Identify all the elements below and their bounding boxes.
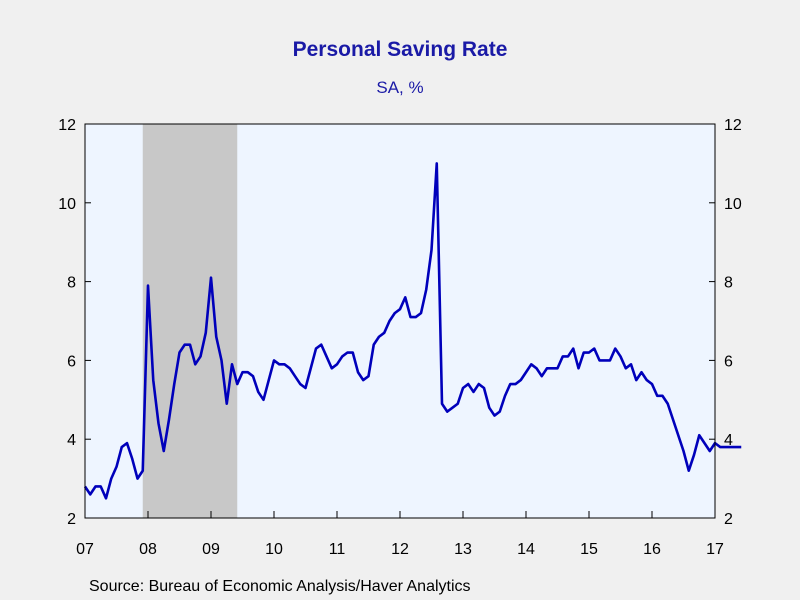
plot-frame	[84, 123, 716, 519]
x-tick-label: 12	[391, 541, 409, 558]
y-tick-label-left: 10	[58, 196, 76, 213]
y-tick-label-left: 4	[67, 432, 76, 449]
x-tick-label: 08	[139, 541, 157, 558]
chart-subtitle: SA, %	[376, 78, 424, 97]
x-tick-label: 10	[265, 541, 283, 558]
x-tick-label: 15	[580, 541, 598, 558]
y-tick-label-right: 8	[724, 275, 733, 292]
series-line	[83, 162, 742, 500]
recession-shading	[142, 124, 238, 518]
y-tick-label-right: 4	[724, 432, 733, 449]
y-tick-label-left: 6	[67, 353, 76, 370]
y-tick-label-left: 8	[67, 275, 76, 292]
x-tick-label: 16	[643, 541, 661, 558]
y-tick-label-left: 2	[67, 511, 76, 528]
y-tick-label-right: 2	[724, 511, 733, 528]
x-tick-label: 07	[76, 541, 94, 558]
x-tick-label: 13	[454, 541, 472, 558]
x-tick-label: 14	[517, 541, 535, 558]
y-tick-label-right: 10	[724, 196, 742, 213]
x-tick-label: 17	[706, 541, 724, 558]
x-tick-label: 09	[202, 541, 220, 558]
y-tick-label-right: 12	[724, 117, 742, 134]
chart-title: Personal Saving Rate	[292, 38, 508, 61]
y-tick-label-right: 6	[724, 353, 733, 370]
y-tick-label-left: 12	[58, 117, 76, 134]
source-note: Source: Bureau of Economic Analysis/Have…	[89, 578, 471, 595]
x-tick-label: 11	[329, 541, 346, 558]
